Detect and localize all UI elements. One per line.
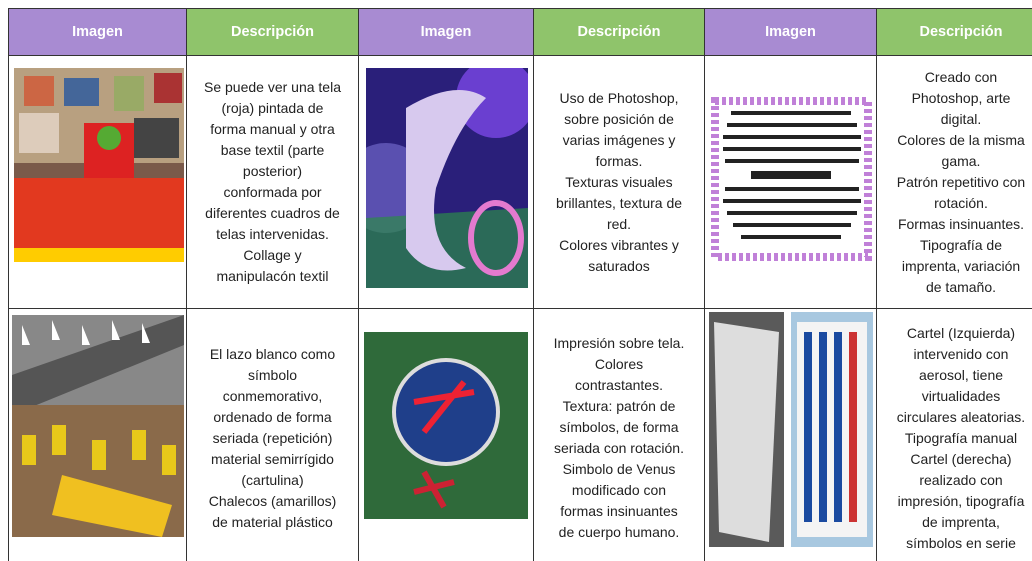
description-line: Colores de la misma	[897, 131, 1025, 148]
image-quilt	[14, 68, 184, 262]
description-line: imprenta, variación	[901, 257, 1021, 274]
description-line: Tipografía de	[920, 236, 1002, 253]
description-line: conmemorativo,	[222, 387, 323, 404]
description-line: de imprenta,	[922, 513, 1000, 530]
description-line: virtualidades	[921, 387, 1001, 404]
description-line: telas intervenidas.	[216, 226, 329, 242]
description-line: saturados	[588, 257, 650, 274]
description-line: diferentes cuadros de	[205, 205, 340, 221]
description-cell: Creado con Photoshop, arte digital. Colores…	[876, 55, 1032, 309]
description-line: Colores vibrantes y	[559, 236, 679, 253]
description-cell: Uso de Photoshop, sobre posición de varias…	[533, 55, 705, 309]
description-line: impresión, tipografía	[897, 492, 1025, 509]
description-line: material semirrígido	[211, 450, 334, 467]
description-line: red.	[606, 215, 632, 232]
description-cell: Cartel (Izquierda) intervenido con aerosol…	[876, 308, 1032, 561]
description-line: El lazo blanco como	[209, 345, 336, 362]
description-line: símbolo	[247, 366, 298, 383]
description-line: símbolos, de forma	[559, 419, 679, 435]
description-line: Creado con	[924, 68, 998, 85]
description-line: de tamaño.	[925, 278, 997, 295]
description-line: (cartulina)	[241, 471, 304, 488]
description-line: digital.	[940, 110, 982, 127]
description-line: conformada por	[223, 184, 322, 200]
description-line: brillantes, textura de	[555, 194, 683, 211]
description-line: manipulacón textil	[216, 268, 329, 284]
description-line: seriada con rotación.	[554, 440, 684, 456]
header-cell: Descripción	[533, 8, 705, 56]
description-line: Uso de Photoshop,	[559, 89, 679, 106]
description-line: Se puede ver una tela	[204, 79, 341, 95]
description-line: Impresión sobre tela.	[553, 335, 685, 351]
description-line: Chalecos (amarillos)	[208, 492, 337, 509]
description-line: contrastantes.	[575, 377, 663, 393]
description-cell: Se puede ver una tela (roja) pintada de fo…	[186, 55, 359, 309]
description-line: símbolos en serie	[906, 534, 1016, 551]
description-line: forma manual y otra	[210, 121, 335, 137]
description-line: Cartel (Izquierda)	[906, 324, 1016, 341]
description-line: aerosol, tiene	[918, 366, 1004, 383]
description-line: varias imágenes y	[562, 131, 676, 148]
header-cell: Descripción	[186, 8, 359, 56]
description-line: ordenado de forma	[213, 408, 332, 425]
description-cell: El lazo blanco como símbolo conmemorativo,…	[186, 308, 359, 561]
description-line: (roja) pintada de	[221, 100, 324, 116]
header-cell: Imagen	[8, 8, 187, 56]
description-line: intervenido con	[913, 345, 1009, 362]
description-line: sobre posición de	[564, 110, 674, 127]
description-line: Simbolo de Venus	[562, 461, 676, 477]
header-cell: Descripción	[876, 8, 1032, 56]
image-march	[12, 315, 184, 537]
description-line: de material plástico	[212, 513, 333, 530]
description-line: realizado con	[919, 471, 1003, 488]
description-line: modificado con	[571, 482, 667, 498]
description-line: Texturas visuales	[565, 173, 673, 190]
description-line: de cuerpo humano.	[558, 524, 680, 540]
description-line: circulares aleatorias.	[896, 408, 1026, 425]
description-line: Patrón repetitivo con	[896, 173, 1026, 190]
description-line: posterior)	[242, 163, 303, 179]
description-line: Textura: patrón de	[562, 398, 676, 414]
description-line: Collage y	[243, 247, 302, 263]
description-line: Tipografía manual	[904, 429, 1018, 446]
image-banners	[709, 312, 873, 547]
description-line: seriada (repetición)	[212, 429, 333, 446]
description-line: gama.	[941, 152, 981, 169]
description-line: Cartel (derecha)	[910, 450, 1012, 467]
image-cyber	[366, 68, 528, 288]
description-line: Colores	[594, 356, 644, 372]
description-line: formas.	[595, 152, 643, 169]
description-line: Photoshop, arte	[911, 89, 1011, 106]
image-venus	[364, 332, 528, 519]
description-line: base textil (parte	[220, 142, 325, 158]
header-cell: Imagen	[358, 8, 534, 56]
description-line: Formas insinuantes.	[897, 215, 1025, 232]
description-cell: Impresión sobre tela. Colores contrastante…	[533, 308, 705, 561]
description-line: rotación.	[934, 194, 988, 211]
image-vns-matrix	[711, 97, 872, 261]
header-cell: Imagen	[704, 8, 877, 56]
description-line: formas insinuantes	[560, 503, 678, 519]
